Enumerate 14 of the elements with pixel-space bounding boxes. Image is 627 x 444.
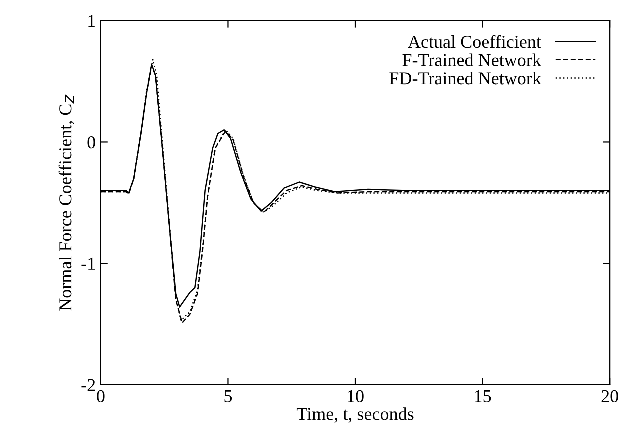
x-tick-label: 0 — [97, 390, 105, 403]
x-axis-title: Time, t, seconds — [296, 408, 414, 423]
x-tick-label: 20 — [602, 390, 618, 403]
y-tick-label: -1 — [82, 258, 96, 270]
legend-label: FD-Trained Network — [390, 72, 542, 85]
legend-label: Actual Coefficient — [408, 35, 542, 48]
y-axis-title: Normal Force Coefficient, C$_{Z}$ — [58, 94, 74, 311]
y-tick-label: 0 — [88, 136, 96, 149]
y-tick-label: 1 — [88, 15, 96, 28]
legend-label: F-Trained Network — [402, 54, 542, 66]
y-tick-label: -2 — [82, 379, 96, 392]
x-tick-label: 5 — [224, 390, 232, 403]
x-tick-label: 15 — [475, 390, 492, 403]
x-tick-label: 10 — [348, 390, 364, 403]
